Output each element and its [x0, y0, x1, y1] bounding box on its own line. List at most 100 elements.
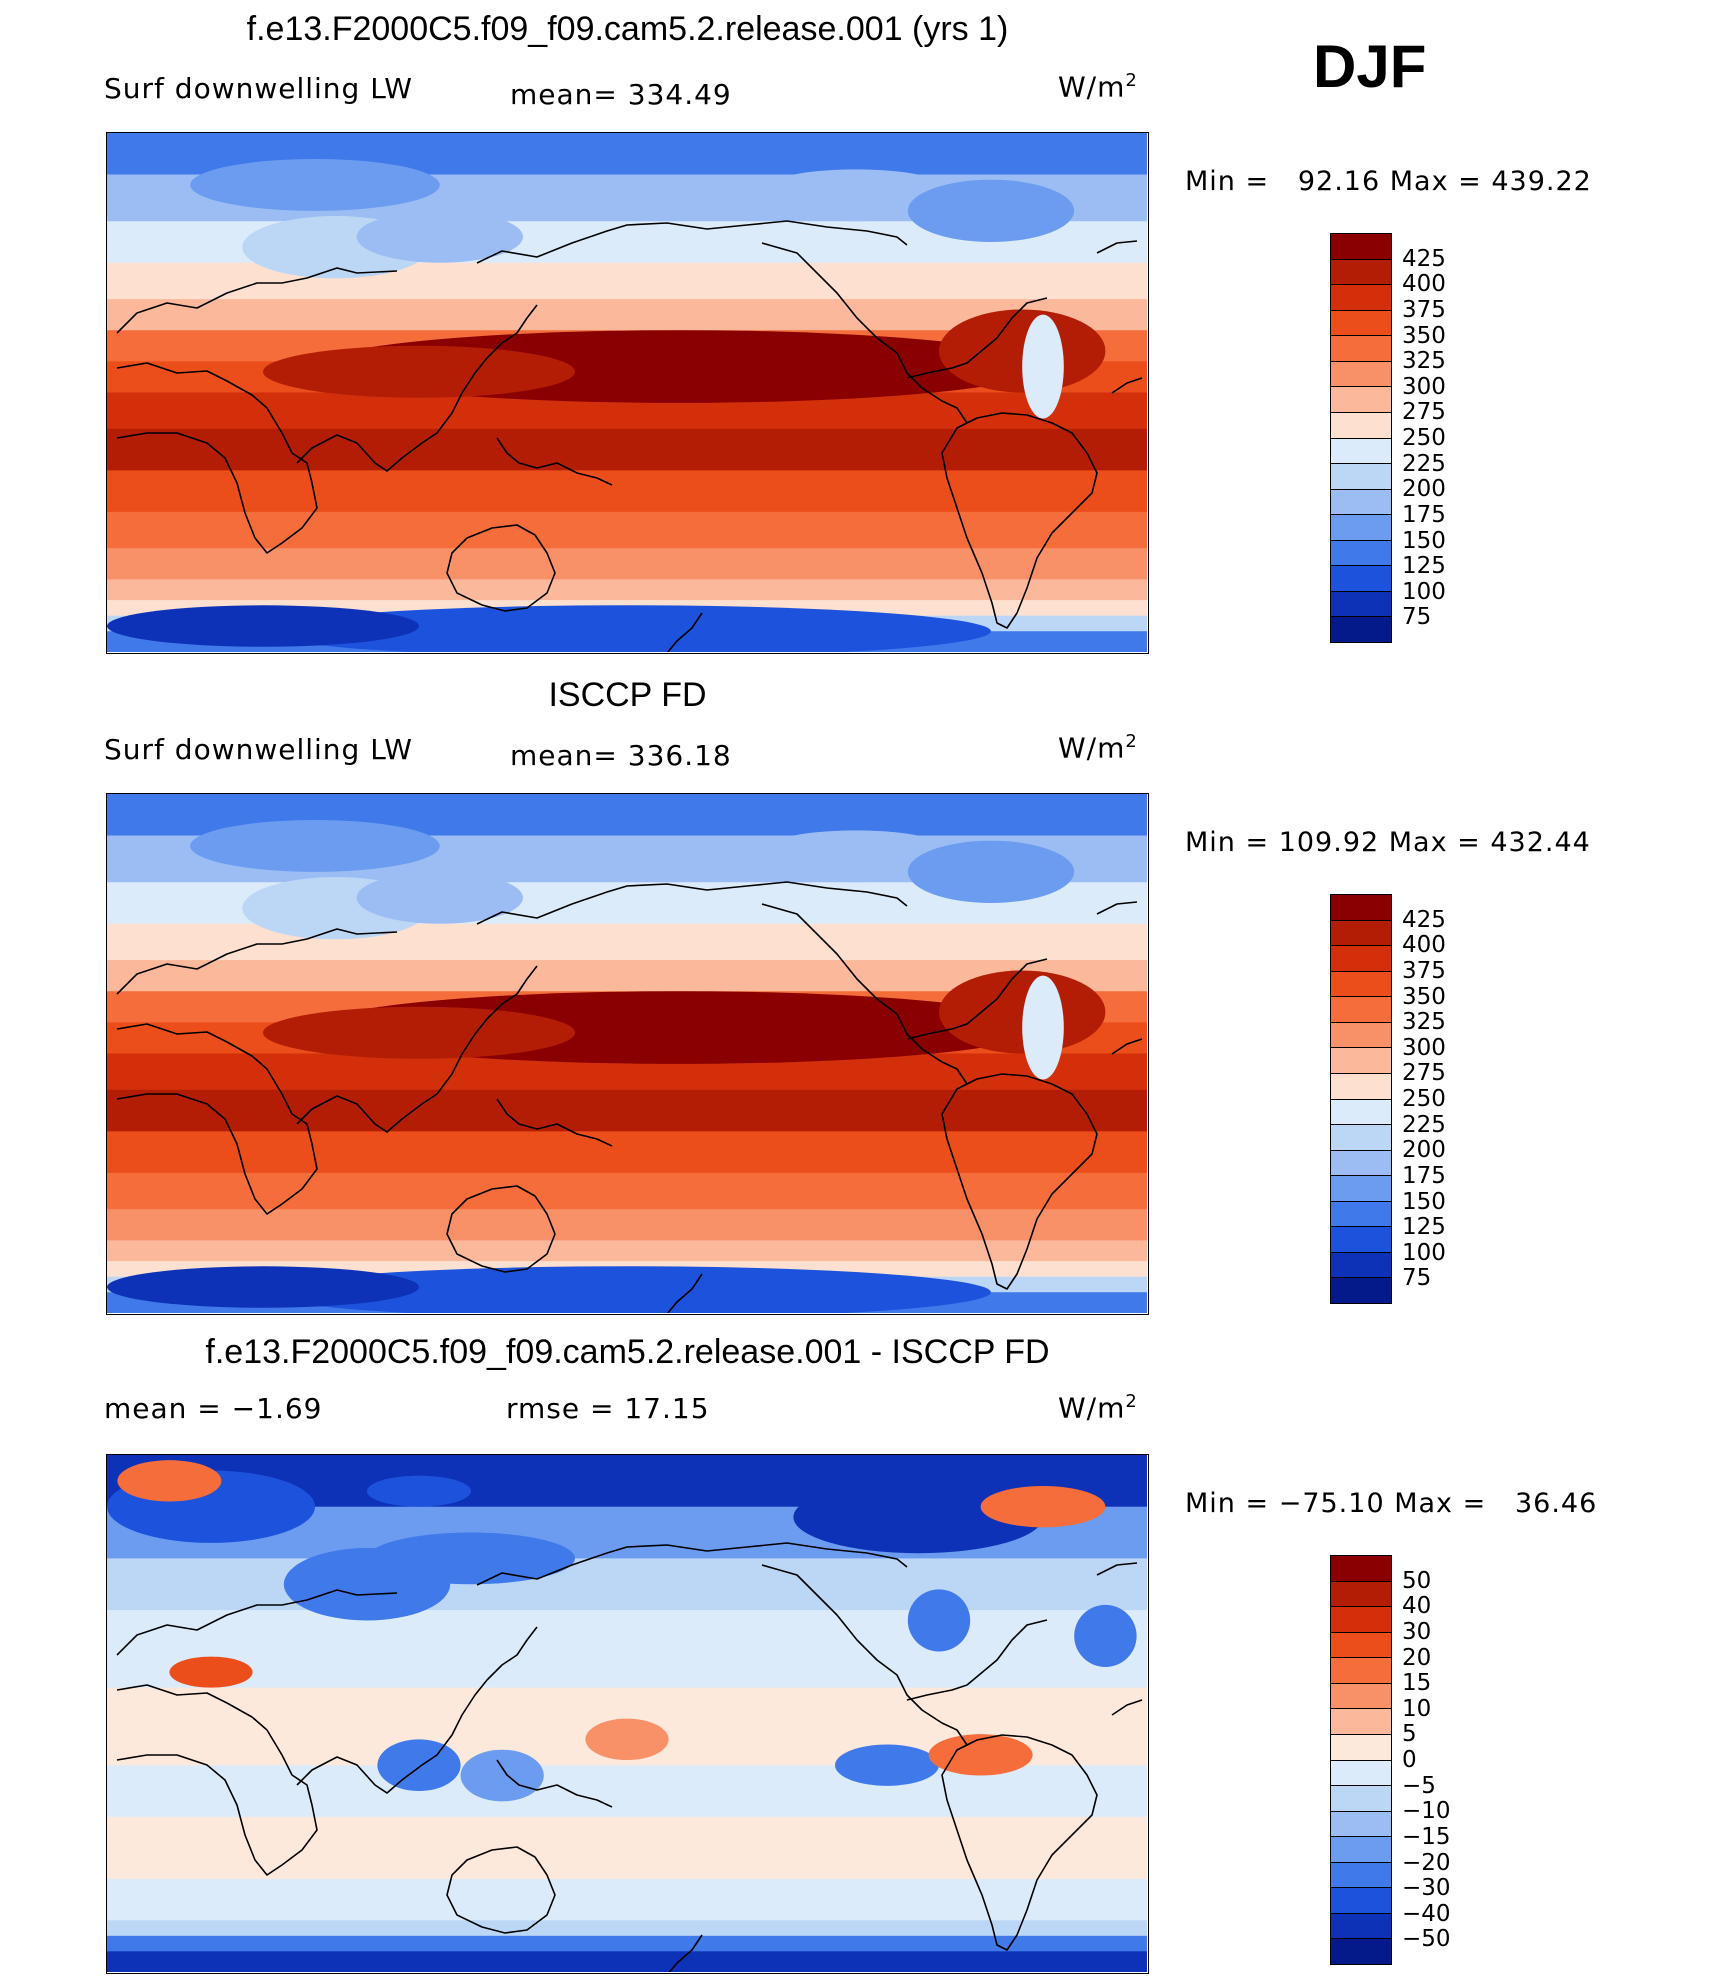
- colorbar-swatch: [1331, 1556, 1391, 1582]
- rmse-label: rmse = 17.15: [506, 1392, 710, 1425]
- colorbar-tick-label: 50: [1402, 1567, 1432, 1594]
- map-model: [106, 132, 1149, 654]
- colorbar-tick-label: 225: [1402, 1111, 1446, 1138]
- colorbar-tick-label: 100: [1402, 1239, 1446, 1266]
- colorbar-swatch: [1331, 234, 1391, 260]
- colorbar-swatch: [1331, 1201, 1391, 1228]
- colorbar-swatch: [1331, 566, 1391, 592]
- colorbar-swatch: [1331, 515, 1391, 541]
- minmax-model: Min = 92.16 Max = 439.22: [1185, 166, 1592, 197]
- colorbar-tick-label: 125: [1402, 553, 1446, 580]
- colorbar-tick-label: 75: [1402, 604, 1432, 631]
- colorbar-tick-label: 375: [1402, 957, 1446, 984]
- colorbar-tick-label: 325: [1402, 348, 1446, 375]
- colorbar-swatch: [1331, 361, 1391, 388]
- colorbar-swatch: [1331, 1022, 1391, 1049]
- colorbar-swatch: [1331, 1048, 1391, 1074]
- colorbar-swatch: [1331, 464, 1391, 490]
- colorbar-tick-label: 225: [1402, 450, 1446, 477]
- units-label-model: W/m2: [1058, 70, 1138, 104]
- panel-title-obs: ISCCP FD: [548, 676, 707, 714]
- colorbar-tick-label: 375: [1402, 296, 1446, 323]
- colorbar-tick-label: 325: [1402, 1009, 1446, 1036]
- colorbar-swatch: [1331, 1278, 1391, 1303]
- colorbar-swatch: [1331, 895, 1391, 921]
- colorbar-swatch: [1331, 285, 1391, 311]
- colorbar-swatch: [1331, 1862, 1391, 1889]
- units-label-obs: W/m2: [1058, 731, 1138, 765]
- colorbar-swatch: [1331, 310, 1391, 337]
- colorbar-tick-label: 250: [1402, 425, 1446, 451]
- colorbar-tick-label: 100: [1402, 578, 1446, 605]
- colorbar-swatch: [1331, 489, 1391, 516]
- colorbar-swatch: [1331, 1683, 1391, 1710]
- colorbar-swatch: [1331, 1939, 1391, 1964]
- colorbar-swatch: [1331, 1734, 1391, 1761]
- colorbar-tick-label: 200: [1402, 1137, 1446, 1164]
- colorbar-swatch: [1331, 617, 1391, 642]
- colorbar-swatch: [1331, 387, 1391, 413]
- colorbar-swatch: [1331, 920, 1391, 947]
- colorbar-swatch: [1331, 1581, 1391, 1608]
- colorbar-swatch: [1331, 1125, 1391, 1151]
- colorbar-tick-label: −10: [1402, 1798, 1451, 1825]
- colorbar-swatch: [1331, 971, 1391, 998]
- colorbar-swatch: [1331, 336, 1391, 362]
- colorbar-swatch: [1331, 438, 1391, 465]
- colorbar-tick-label: 275: [1402, 399, 1446, 426]
- colorbar-tick-label: −40: [1402, 1900, 1451, 1927]
- colorbar-tick-label: 275: [1402, 1060, 1446, 1087]
- season-label: DJF: [1313, 33, 1427, 100]
- colorbar-tick-label: −20: [1402, 1849, 1451, 1876]
- colorbar-tick-label: 150: [1402, 527, 1446, 554]
- colorbar-tick-label: −5: [1402, 1772, 1436, 1799]
- colorbar-tick-label: 425: [1402, 906, 1446, 933]
- colorbar-tick-label: −30: [1402, 1875, 1451, 1902]
- colorbar-swatch: [1331, 1837, 1391, 1863]
- colorbar-tick-label: 175: [1402, 501, 1446, 528]
- colorbar-swatch: [1331, 1786, 1391, 1812]
- panel-title-model: f.e13.F2000C5.f09_f09.cam5.2.release.001…: [246, 10, 1009, 48]
- colorbar-swatch: [1331, 1150, 1391, 1177]
- colorbar-swatch: [1331, 1176, 1391, 1202]
- units-label-diff: W/m2: [1058, 1391, 1138, 1425]
- map-obs: [106, 793, 1149, 1315]
- colorbar-diff: [1330, 1555, 1392, 1965]
- colorbar-obs: [1330, 894, 1392, 1304]
- colorbar-tick-label: 425: [1402, 245, 1446, 272]
- colorbar-tick-label: 15: [1402, 1670, 1432, 1697]
- colorbar-tick-label: −15: [1402, 1823, 1451, 1850]
- colorbar-tick-label: 200: [1402, 476, 1446, 503]
- colorbar-tick-label: 300: [1402, 373, 1446, 400]
- colorbar-tick-label: 40: [1402, 1593, 1432, 1620]
- colorbar-swatch: [1331, 946, 1391, 972]
- colorbar-swatch: [1331, 412, 1391, 439]
- minmax-obs: Min = 109.92 Max = 432.44: [1185, 827, 1591, 858]
- colorbar-tick-label: 300: [1402, 1034, 1446, 1061]
- colorbar-tick-label: 0: [1402, 1747, 1417, 1773]
- colorbar-swatch: [1331, 1811, 1391, 1838]
- panel-title-diff: f.e13.F2000C5.f09_f09.cam5.2.release.001…: [205, 1333, 1050, 1371]
- colorbar-swatch: [1331, 1709, 1391, 1735]
- colorbar-swatch: [1331, 1607, 1391, 1633]
- colorbar-tick-label: 10: [1402, 1695, 1432, 1722]
- colorbar-swatch: [1331, 591, 1391, 618]
- map-diff: [106, 1454, 1149, 1974]
- colorbar-model: [1330, 233, 1392, 643]
- colorbar-tick-label: 75: [1402, 1265, 1432, 1292]
- colorbar-swatch: [1331, 540, 1391, 567]
- colorbar-swatch: [1331, 1099, 1391, 1126]
- colorbar-swatch: [1331, 1658, 1391, 1684]
- colorbar-tick-label: −50: [1402, 1926, 1451, 1953]
- colorbar-swatch: [1331, 1760, 1391, 1787]
- minmax-diff: Min = −75.10 Max = 36.46: [1185, 1488, 1598, 1519]
- variable-label-model: Surf downwelling LW: [104, 72, 413, 105]
- colorbar-tick-label: 20: [1402, 1644, 1432, 1671]
- colorbar-swatch: [1331, 1632, 1391, 1659]
- colorbar-swatch: [1331, 1227, 1391, 1253]
- mean-label-model: mean= 334.49: [510, 78, 732, 111]
- colorbar-tick-label: 150: [1402, 1188, 1446, 1215]
- colorbar-tick-label: 30: [1402, 1618, 1432, 1645]
- colorbar-tick-label: 125: [1402, 1214, 1446, 1241]
- diff-mean-label: mean = −1.69: [104, 1392, 323, 1425]
